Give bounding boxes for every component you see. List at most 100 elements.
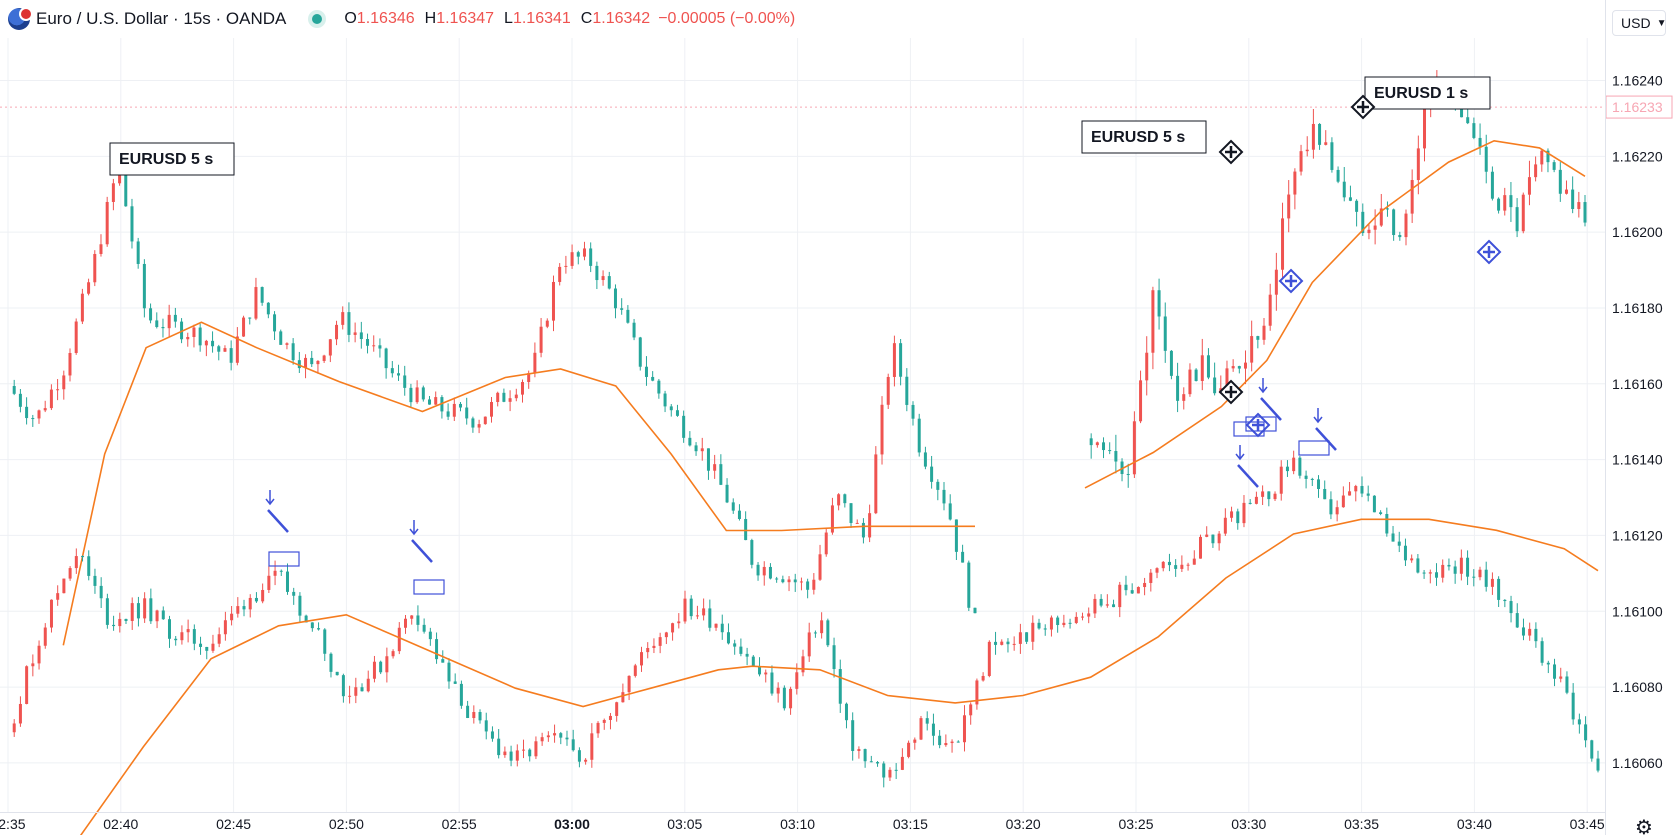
symbol-label-frame (1364, 76, 1491, 110)
candle-body (56, 593, 60, 600)
candle-body (838, 669, 842, 704)
candle-body (1484, 569, 1488, 587)
symbol-label-box[interactable]: EURUSD 5 s (1081, 120, 1207, 154)
move-handle-icon[interactable] (1218, 379, 1244, 405)
symbol-label-text: EURUSD 1 s (1374, 85, 1468, 102)
arrow-target-box (413, 579, 445, 595)
currency-button[interactable]: USD ▼ (1612, 10, 1666, 36)
arrow-target-box (1245, 416, 1277, 432)
candle-body (764, 672, 768, 675)
candle-body (824, 532, 828, 555)
candle-body (758, 666, 762, 675)
candle-body (1206, 355, 1210, 378)
symbol-label-box[interactable]: EURUSD 1 s (1364, 76, 1491, 110)
candle-body (837, 494, 841, 506)
candle-body (1553, 664, 1557, 679)
candle-body (285, 571, 289, 592)
time-tick-label: 03:45 (1570, 816, 1605, 832)
candle-body (863, 749, 867, 762)
candle-body (776, 687, 780, 694)
candle-body (81, 556, 85, 558)
time-tick-label: 02:50 (329, 816, 364, 832)
candle-body (962, 715, 966, 743)
symbol-title[interactable]: Euro / U.S. Dollar · 15s · OANDA (36, 9, 287, 28)
candle-body (1379, 512, 1383, 514)
candle-body (478, 712, 482, 721)
candle-body (1192, 558, 1196, 565)
time-axis-separator (0, 812, 1605, 813)
candle-body (830, 505, 834, 533)
candle-body (43, 627, 47, 646)
candle-body (907, 742, 911, 757)
candle-body (260, 287, 264, 303)
candle-body (1231, 366, 1235, 369)
symbol-label-frame (109, 142, 235, 176)
candle-body (1225, 368, 1229, 389)
candle-body (1416, 558, 1420, 573)
candle-body (1174, 565, 1178, 569)
candle-body (304, 615, 308, 623)
move-handle-icon[interactable] (1218, 139, 1244, 165)
candle-body (1341, 495, 1345, 508)
candle-body (540, 737, 544, 742)
candle-body (632, 322, 636, 338)
candle-body (366, 339, 370, 346)
candle-body (31, 663, 35, 667)
candle-body (1056, 617, 1060, 626)
candle-body (1205, 534, 1209, 537)
candle-body (826, 620, 830, 646)
candle-body (1118, 584, 1122, 608)
arrow-target-box (268, 551, 300, 567)
candle-body (1169, 350, 1173, 376)
candle-body (950, 741, 954, 744)
arrow-head (1313, 408, 1323, 424)
candle-body (1074, 616, 1078, 623)
candle-body (490, 731, 494, 739)
candle-body (1304, 475, 1308, 479)
candle-body (1186, 564, 1190, 566)
candle-body (1130, 590, 1134, 594)
candle-body (1124, 584, 1128, 591)
candle-body (186, 629, 190, 633)
candle-body (180, 321, 184, 340)
candle-body (230, 613, 234, 621)
move-handle-icon[interactable] (1350, 94, 1376, 120)
candle-body (1546, 662, 1550, 665)
handle-cross (1483, 246, 1495, 258)
candle-body (354, 687, 358, 696)
symbol-label-box[interactable]: EURUSD 5 s (109, 142, 235, 176)
candle-body (291, 343, 295, 361)
low-label: L (504, 10, 513, 27)
candle-body (279, 570, 283, 572)
time-tick-label: 02:40 (103, 816, 138, 832)
candle-body (1025, 632, 1029, 642)
candle-body (1534, 628, 1538, 642)
time-tick-label: 02:55 (442, 816, 477, 832)
candle-body (328, 339, 332, 356)
price-tick-label: 1.16180 (1612, 300, 1663, 316)
candle-body (1540, 641, 1544, 663)
candle-body (1416, 148, 1420, 181)
candle-body (198, 327, 202, 346)
candle-body (403, 375, 407, 388)
candle-body (366, 678, 370, 692)
candle-body (812, 579, 816, 590)
candle-body (967, 562, 971, 608)
candle-body (49, 389, 53, 409)
candle-body (1540, 150, 1544, 165)
move-handle-icon[interactable] (1278, 268, 1304, 294)
market-status-dot-icon[interactable] (312, 14, 323, 24)
candle-body (1403, 545, 1407, 561)
gear-icon[interactable]: ⚙ (1635, 817, 1653, 839)
candle-body (12, 723, 16, 733)
candle-body (892, 343, 896, 377)
price-tick-label: 1.16220 (1612, 148, 1663, 164)
move-handle-icon[interactable] (1476, 239, 1502, 265)
candle-body (515, 750, 519, 761)
candle-body (739, 646, 743, 654)
candle-body (923, 452, 927, 467)
candle-body (199, 643, 203, 647)
candle-body (1136, 587, 1140, 594)
arrow-marker-icon (1298, 408, 1337, 456)
